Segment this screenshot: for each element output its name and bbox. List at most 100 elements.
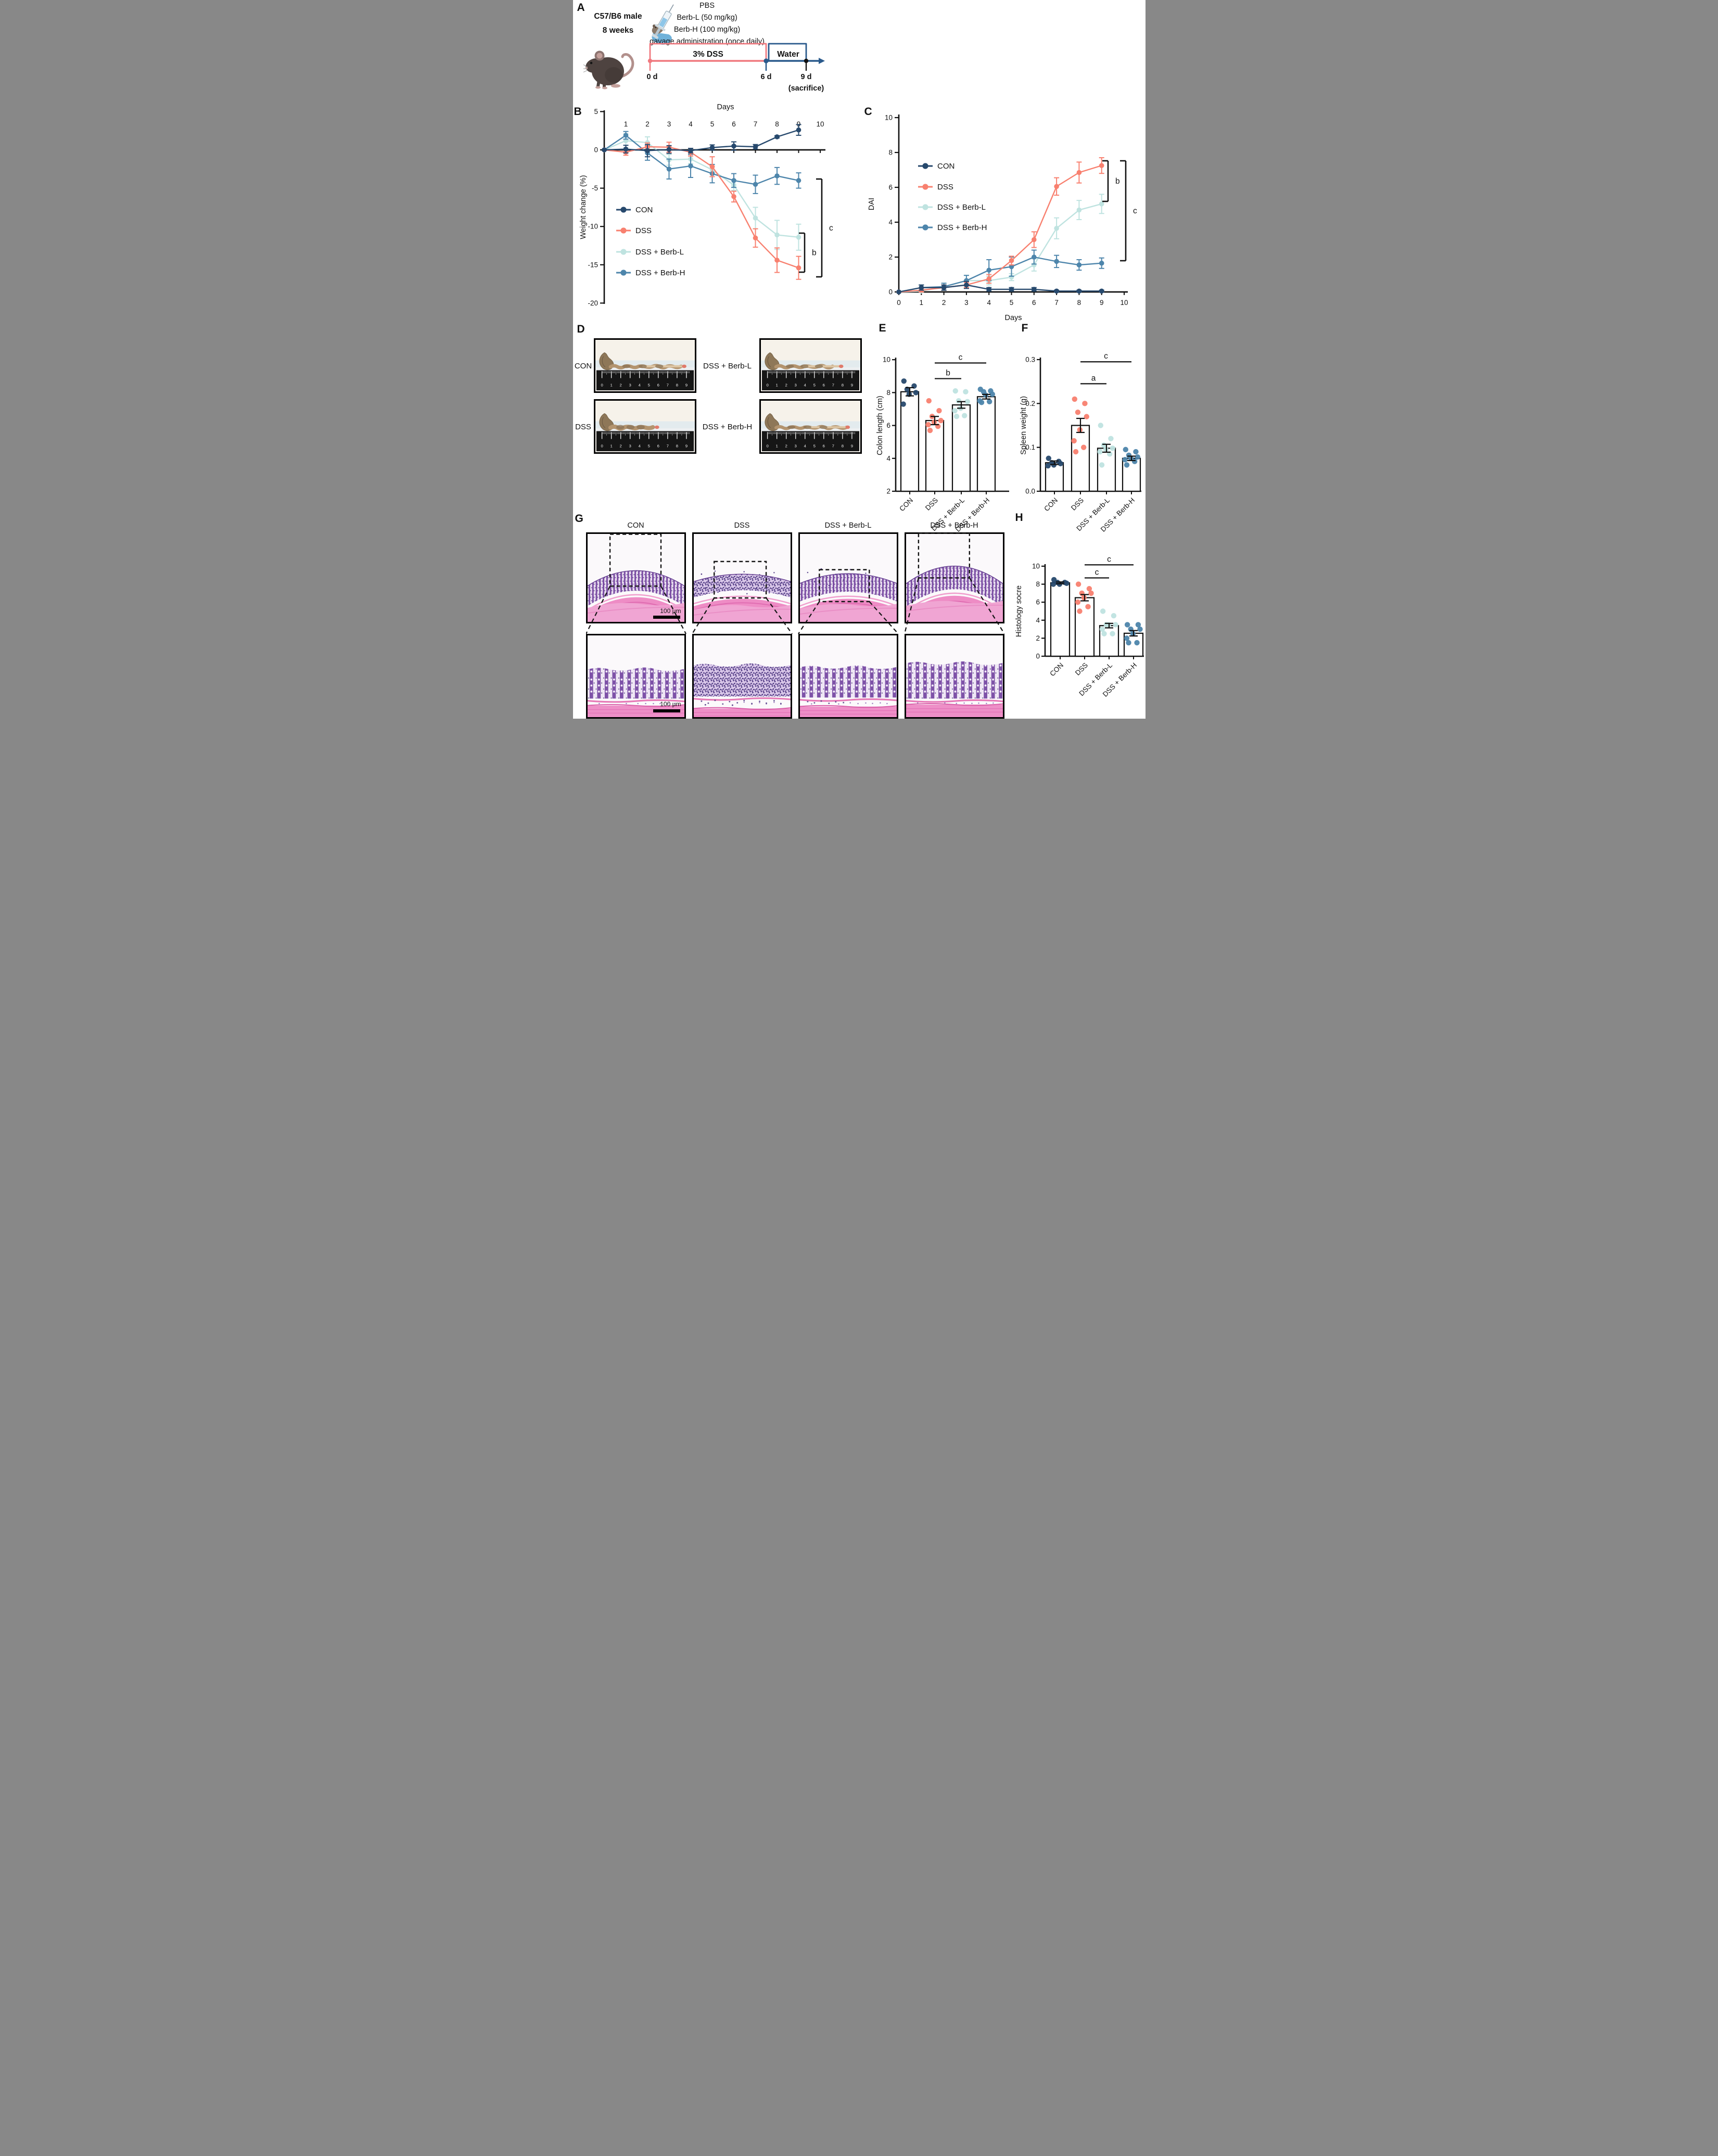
svg-text:4: 4	[804, 444, 806, 449]
svg-text:9: 9	[850, 444, 852, 449]
svg-text:DSS: DSS	[937, 183, 953, 192]
svg-text:7: 7	[832, 444, 834, 449]
svg-text:10: 10	[884, 114, 892, 122]
panel-e-label: E	[879, 322, 886, 334]
svg-text:c: c	[1095, 568, 1099, 577]
mouse-strain-text: C57/B6 male 8 weeks	[580, 9, 656, 37]
colon-photo-con: 0 1 2 3 4 5 6 7 8 9	[593, 338, 696, 393]
svg-text:10: 10	[816, 120, 824, 128]
svg-text:Days: Days	[1004, 314, 1022, 322]
svg-text:5: 5	[1009, 299, 1013, 307]
svg-text:6: 6	[888, 184, 893, 192]
panel-f-label: F	[1021, 322, 1028, 334]
svg-text:c: c	[829, 224, 833, 233]
treatment-pbs: PBS	[699, 2, 715, 10]
svg-text:4: 4	[638, 444, 641, 449]
svg-text:6: 6	[822, 444, 824, 449]
panel-h-label: H	[1015, 512, 1023, 524]
scale-bar-label-bottom: 100 μm	[660, 700, 681, 708]
svg-text:0: 0	[601, 383, 603, 388]
svg-text:Weight change (%): Weight change (%)	[579, 175, 588, 239]
svg-text:6: 6	[1036, 598, 1040, 606]
mouse-illustration	[583, 50, 634, 90]
svg-text:6: 6	[822, 383, 824, 388]
svg-text:8: 8	[676, 444, 678, 449]
svg-text:6: 6	[886, 422, 890, 429]
svg-text:(sacrifice): (sacrifice)	[788, 84, 824, 93]
histology-top-berb-h	[904, 532, 1004, 623]
panel-c-label: C	[864, 106, 872, 118]
svg-text:3% DSS: 3% DSS	[693, 50, 723, 59]
svg-text:-5: -5	[591, 184, 597, 192]
svg-text:a: a	[1091, 374, 1096, 382]
svg-text:8: 8	[886, 389, 890, 397]
svg-text:0.3: 0.3	[1025, 356, 1035, 364]
svg-text:4: 4	[1036, 616, 1040, 624]
svg-text:7: 7	[666, 383, 668, 388]
colon-photo-dss: 0 1 2 3 4 5 6 7 8 9	[593, 399, 696, 454]
svg-text:2: 2	[888, 253, 893, 261]
svg-text:Spleen weight (g): Spleen weight (g)	[1020, 396, 1028, 455]
svg-text:3: 3	[629, 444, 631, 449]
svg-text:4: 4	[987, 299, 991, 307]
svg-text:4: 4	[888, 219, 893, 226]
svg-text:DSS + Berb-H: DSS + Berb-H	[635, 269, 685, 277]
svg-text:7: 7	[1054, 299, 1059, 307]
svg-text:7: 7	[832, 383, 834, 388]
scale-bar-top	[653, 616, 680, 619]
svg-text:-10: -10	[588, 223, 598, 231]
histology-zoom-dss	[692, 634, 792, 719]
histology-zoom-berb-h	[904, 634, 1004, 719]
svg-text:4: 4	[804, 383, 806, 388]
colon-photo-berb-l-art: 0 1 2 3 4 5 6 7 8 9	[760, 340, 860, 391]
svg-text:8: 8	[775, 120, 779, 128]
colon-photo-berb-l: 0 1 2 3 4 5 6 7 8 9	[759, 338, 862, 393]
histology-top-dss-art	[693, 534, 791, 622]
svg-text:8: 8	[888, 149, 893, 157]
scale-bar-bottom	[653, 709, 680, 712]
svg-text:9: 9	[685, 383, 687, 388]
svg-text:b: b	[812, 249, 817, 258]
colon-photo-label-dss: DSS	[575, 423, 591, 431]
svg-text:10: 10	[1032, 563, 1039, 570]
histology-zoom-berb-h-art	[906, 635, 1003, 717]
svg-text:0.0: 0.0	[1025, 488, 1035, 495]
histology-column-label-berb-l: DSS + Berb-L	[824, 521, 872, 530]
svg-text:DAI: DAI	[868, 198, 876, 210]
panel-d-label: D	[577, 323, 585, 335]
panel-b-label: B	[574, 106, 582, 118]
svg-text:6: 6	[657, 383, 659, 388]
colon-photo-berb-h-art: 0 1 2 3 4 5 6 7 8 9	[760, 401, 860, 452]
svg-text:DSS + Berb-H: DSS + Berb-H	[937, 223, 987, 232]
svg-text:Days: Days	[717, 103, 734, 111]
svg-text:Histology socre: Histology socre	[1015, 585, 1023, 637]
svg-text:5: 5	[813, 383, 815, 388]
colon-photo-label-berb-h: DSS + Berb-H	[702, 423, 753, 431]
weight-change-chart: 50-5-10-15-2012345678910DaysWeight chang…	[579, 103, 833, 307]
svg-text:4: 4	[638, 383, 641, 388]
svg-text:10: 10	[882, 356, 890, 364]
histology-top-berb-l	[798, 532, 898, 623]
svg-text:b: b	[946, 369, 950, 378]
svg-text:0.1: 0.1	[1025, 443, 1035, 451]
svg-text:5: 5	[710, 120, 714, 128]
svg-text:3: 3	[667, 120, 671, 128]
experiment-timeline: 3% DSS Water 0 d 6 d 9 d (sacrifice)	[646, 43, 825, 93]
svg-text:1: 1	[610, 444, 612, 449]
svg-text:6 d: 6 d	[760, 73, 771, 81]
svg-text:2: 2	[645, 120, 650, 128]
histology-zoom-berb-l	[798, 634, 898, 719]
svg-text:c: c	[1133, 207, 1137, 215]
svg-text:5: 5	[647, 383, 650, 388]
svg-text:c: c	[1104, 352, 1108, 361]
svg-text:8: 8	[1077, 299, 1081, 307]
svg-text:2: 2	[785, 444, 787, 449]
histology-top-con: 100 μm	[586, 532, 686, 623]
svg-text:0: 0	[594, 146, 598, 154]
svg-text:6: 6	[657, 444, 659, 449]
svg-text:7: 7	[753, 120, 757, 128]
svg-text:3: 3	[794, 444, 796, 449]
svg-text:1: 1	[775, 383, 778, 388]
